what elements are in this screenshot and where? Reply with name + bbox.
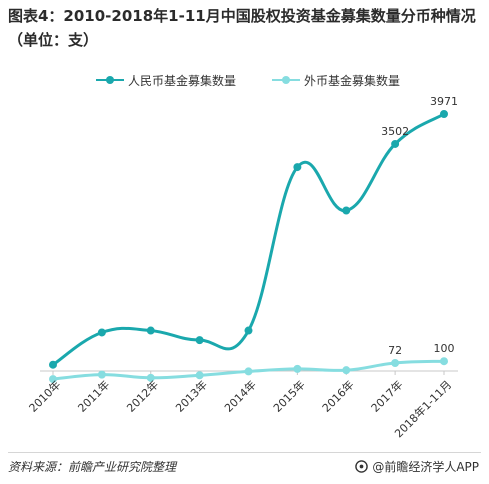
data-point-rmb bbox=[244, 326, 253, 335]
legend-swatch-foreign bbox=[272, 74, 300, 86]
data-point-foreign bbox=[97, 370, 106, 379]
brand-label: @前瞻经济学人APP bbox=[372, 460, 479, 474]
legend-label-foreign: 外币基金募集数量 bbox=[304, 73, 401, 88]
data-point-foreign bbox=[440, 357, 448, 366]
x-tick-label: 2015年 bbox=[270, 377, 307, 414]
legend-item-rmb: 人民币基金募集数量 bbox=[96, 70, 236, 90]
x-tick-label: 2010年 bbox=[26, 377, 63, 414]
data-point-rmb bbox=[440, 110, 448, 118]
chart-legend: 人民币基金募集数量 外币基金募集数量 bbox=[0, 70, 489, 90]
data-point-foreign bbox=[146, 373, 155, 382]
data-point-foreign bbox=[195, 371, 204, 380]
data-point-foreign bbox=[49, 375, 57, 384]
chart-title: 图表4：2010-2018年1-11月中国股权投资基金募集数量分币种情况（单位：… bbox=[8, 7, 476, 49]
data-point-rmb bbox=[195, 336, 204, 345]
footer-divider bbox=[8, 452, 481, 453]
brand-logo-icon bbox=[355, 460, 369, 473]
data-label: 3502 bbox=[381, 125, 409, 138]
brand-credit: @前瞻经济学人APP bbox=[355, 458, 479, 475]
x-tick-label: 2014年 bbox=[221, 377, 258, 414]
source-note: 资料来源：前瞻产业研究院整理 bbox=[8, 460, 177, 474]
legend-swatch-rmb bbox=[96, 74, 124, 86]
data-point-rmb bbox=[97, 328, 106, 337]
data-point-foreign bbox=[342, 366, 351, 375]
data-point-rmb bbox=[342, 206, 351, 215]
data-point-rmb bbox=[146, 326, 155, 335]
chart-footer: 资料来源：前瞻产业研究院整理 @前瞻经济学人APP bbox=[0, 452, 489, 478]
data-point-rmb bbox=[391, 139, 400, 148]
data-point-foreign bbox=[244, 367, 253, 376]
x-tick-label: 2013年 bbox=[172, 377, 209, 414]
data-point-foreign bbox=[293, 364, 302, 373]
x-tick-label: 2012年 bbox=[124, 377, 161, 414]
data-label: 3971 bbox=[430, 95, 458, 108]
legend-label-rmb: 人民币基金募集数量 bbox=[128, 73, 237, 88]
data-label: 100 bbox=[434, 342, 455, 355]
x-tick-label: 2016年 bbox=[319, 377, 356, 414]
data-point-foreign bbox=[391, 359, 400, 368]
series-line-rmb bbox=[51, 112, 446, 367]
x-tick-label: 2017年 bbox=[368, 377, 405, 414]
data-point-rmb bbox=[293, 163, 302, 172]
data-point-rmb bbox=[49, 360, 57, 369]
legend-item-foreign: 外币基金募集数量 bbox=[272, 70, 400, 90]
data-label: 72 bbox=[388, 344, 402, 357]
x-tick-label: 2011年 bbox=[75, 377, 112, 414]
